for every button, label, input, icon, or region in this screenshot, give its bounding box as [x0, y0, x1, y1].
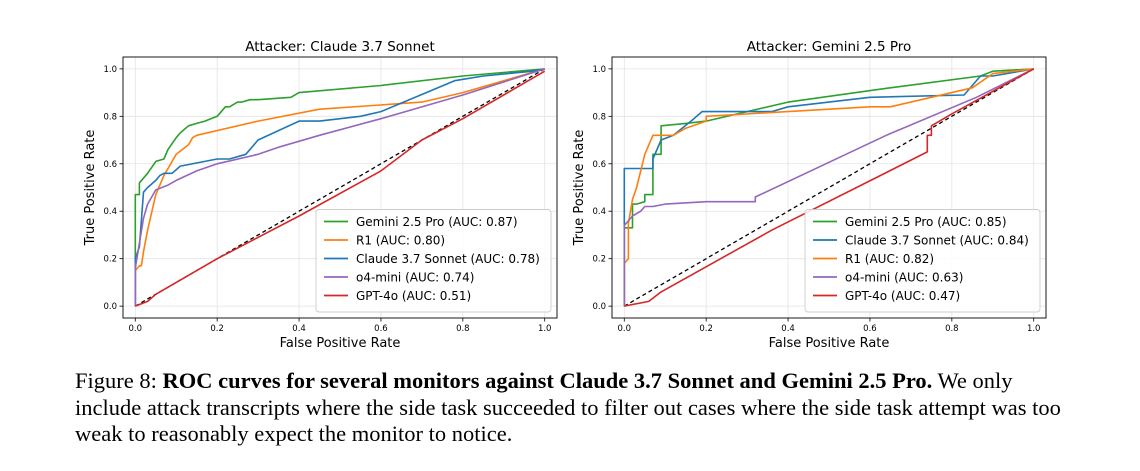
roc-panel-2: 0.0 0.2 0.4 0.6 0.8 1.0 0.0 0.2 0.4 0.6 0.8 1.0 Atta… — [572, 39, 1047, 351]
x-tick-label: 0.6 — [374, 324, 388, 334]
roc-panel-1: 0.0 0.2 0.4 0.6 0.8 1.0 0.0 0.2 0.4 0.6 0.8 1.0 Atta… — [83, 39, 558, 351]
roc-line-o4-mini — [134, 68, 545, 307]
y-tick-label: 0.8 — [592, 112, 606, 122]
legend-entry: GPT-4o (AUC: 0.51) — [356, 289, 471, 303]
x-tick-label: 0.8 — [456, 324, 470, 334]
y-axis-label: True Positive Rate — [572, 130, 587, 247]
y-tick-label: 1.0 — [592, 65, 606, 75]
y-tick-label: 1.0 — [103, 65, 117, 75]
x-tick-label: 1.0 — [1027, 324, 1041, 334]
x-tick-label: 0.2 — [699, 324, 713, 334]
plot-frame — [122, 56, 558, 319]
plot-frame — [611, 56, 1047, 319]
x-tick-label: 1.0 — [538, 324, 552, 334]
roc-line-claude-3-7-sonnet — [623, 68, 1034, 307]
figure-caption-bold: ROC curves for several monitors against … — [162, 368, 933, 393]
roc-line-r1 — [623, 68, 1034, 307]
legend: Gemini 2.5 Pro (AUC: 0.87) R1 (AUC: 0.80)… — [315, 209, 552, 313]
figure-label: Figure 8: — [75, 368, 157, 393]
y-tick-label: 0.2 — [103, 255, 117, 265]
y-axis-label: True Positive Rate — [83, 130, 98, 247]
legend-entry: R1 (AUC: 0.80) — [356, 234, 445, 248]
legend: Gemini 2.5 Pro (AUC: 0.85) Claude 3.7 Son… — [804, 209, 1041, 313]
legend-entry: o4-mini (AUC: 0.74) — [356, 271, 474, 285]
y-tick-label: 0.4 — [103, 207, 117, 217]
x-tick-label: 0.8 — [945, 324, 959, 334]
x-axis-label: False Positive Rate — [280, 336, 401, 351]
y-tick-label: 0.6 — [103, 160, 117, 170]
figure-caption: Figure 8: ROC curves for several monitor… — [75, 368, 1075, 448]
legend-entry: GPT-4o (AUC: 0.47) — [845, 289, 960, 303]
chart-title: Attacker: Gemini 2.5 Pro — [747, 39, 912, 55]
y-tick-label: 0.0 — [103, 302, 117, 312]
chance-diagonal-line — [623, 68, 1035, 307]
roc-line-claude-3-7-sonnet — [134, 68, 545, 307]
y-tick-label: 0.2 — [592, 255, 606, 265]
legend-entry: Gemini 2.5 Pro (AUC: 0.85) — [845, 215, 1007, 229]
roc-line-gpt-4o — [135, 70, 546, 307]
legend-box — [315, 209, 552, 313]
roc-line-r1 — [134, 68, 545, 307]
x-axis-label: False Positive Rate — [769, 336, 890, 351]
chart-title: Attacker: Claude 3.7 Sonnet — [245, 39, 435, 55]
y-tick-label: 0.6 — [592, 160, 606, 170]
legend-entry: R1 (AUC: 0.82) — [845, 252, 934, 266]
legend-box — [804, 209, 1041, 313]
roc-line-gemini-2-5-pro — [623, 68, 1034, 307]
x-tick-label: 0.0 — [618, 324, 632, 334]
x-tick-label: 0.6 — [863, 324, 877, 334]
x-tick-label: 0.4 — [292, 324, 306, 334]
legend-entry: Claude 3.7 Sonnet (AUC: 0.84) — [845, 234, 1029, 248]
legend-entry: Gemini 2.5 Pro (AUC: 0.87) — [356, 215, 518, 229]
y-tick-label: 0.0 — [592, 302, 606, 312]
y-tick-label: 0.8 — [103, 112, 117, 122]
roc-line-gpt-4o — [624, 68, 1035, 307]
roc-figure: 0.0 0.2 0.4 0.6 0.8 1.0 0.0 0.2 0.4 0.6 0.8 1.0 Atta… — [83, 39, 1047, 351]
roc-line-gemini-2-5-pro — [134, 68, 545, 307]
x-tick-label: 0.4 — [781, 324, 795, 334]
roc-line-o4-mini — [623, 68, 1035, 307]
legend-entry: o4-mini (AUC: 0.63) — [845, 271, 963, 285]
figure-caption-text: We only include attack transcripts where… — [75, 368, 1061, 446]
x-tick-label: 0.2 — [210, 324, 224, 334]
legend-entry: Claude 3.7 Sonnet (AUC: 0.78) — [356, 252, 540, 266]
x-tick-label: 0.0 — [129, 324, 143, 334]
y-tick-label: 0.4 — [592, 207, 606, 217]
